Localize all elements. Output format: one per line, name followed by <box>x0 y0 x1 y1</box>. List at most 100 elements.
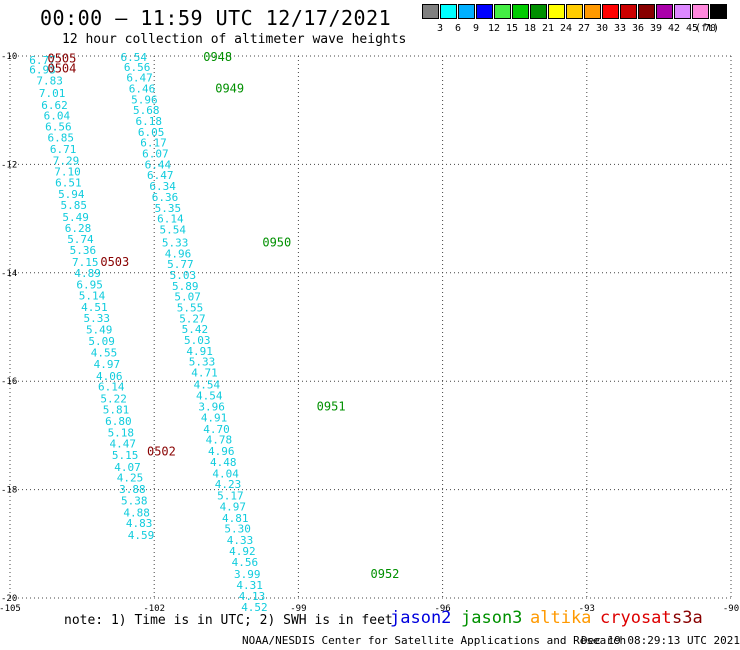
wave-height-value: 4.54 <box>194 378 221 391</box>
wave-height-value: 4.78 <box>206 434 233 447</box>
wave-height-value: 5.03 <box>184 334 211 347</box>
wave-height-value: 5.89 <box>172 280 199 293</box>
wave-height-value: 6.28 <box>65 222 92 235</box>
wave-height-value: 7.01 <box>39 87 65 100</box>
wave-height-value: 7.10 <box>54 165 80 178</box>
wave-height-value: 5.18 <box>108 427 135 440</box>
wave-height-value: 6.18 <box>135 115 162 128</box>
wave-height-value: 5.49 <box>86 324 113 337</box>
legend-swatch <box>584 4 601 19</box>
wave-height-value: 6.47 <box>126 72 153 85</box>
wave-height-value: 4.71 <box>191 367 218 380</box>
wave-height-value: 5.17 <box>217 490 244 503</box>
legend-tick-label: 33 <box>613 23 627 34</box>
legend-tick-label: 18 <box>523 23 537 34</box>
wave-height-value: 5.74 <box>67 233 94 246</box>
wave-height-value: 4.56 <box>232 556 259 569</box>
wave-height-value: 6.71 <box>50 143 77 156</box>
wave-height-value: 7.83 <box>36 74 63 87</box>
wave-height-value: 6.47 <box>147 169 174 182</box>
legend-swatch <box>674 4 691 19</box>
wave-height-value: 5.96 <box>131 93 158 106</box>
wave-height-value: 7.29 <box>53 155 80 168</box>
wave-height-value: 4.52 <box>241 601 268 612</box>
legend-swatch <box>566 4 583 19</box>
legend-swatch <box>692 4 709 19</box>
lon-tick-label: -102 <box>143 604 165 612</box>
wave-height-value: 4.04 <box>212 467 239 480</box>
wave-height-value: 4.59 <box>128 529 155 542</box>
wave-height-value: 4.47 <box>109 438 136 451</box>
legend-tick-label: 21 <box>541 23 555 34</box>
legend-swatch <box>422 4 439 19</box>
pass-time-label: 0949 <box>215 82 244 96</box>
pass-time-label: 0504 <box>47 61 76 75</box>
wave-height-value: 4.48 <box>210 456 237 469</box>
wave-height-value: 5.38 <box>121 494 148 507</box>
legend-tick-label: 42 <box>667 23 681 34</box>
wave-height-value: 5.33 <box>84 312 111 325</box>
wave-height-value: 4.33 <box>227 534 254 547</box>
page-subtitle: 12 hour collection of altimeter wave hei… <box>62 32 407 47</box>
wave-height-value: 3.96 <box>198 401 225 414</box>
lat-tick-label: -16 <box>1 377 17 387</box>
legend-tick-label: 9 <box>472 23 480 34</box>
wave-height-value: 5.27 <box>179 312 206 325</box>
page-title: 00:00 – 11:59 UTC 12/17/2021 <box>40 6 392 30</box>
legend-swatch <box>638 4 655 19</box>
wave-height-value: 5.35 <box>155 202 182 215</box>
legend-swatch <box>548 4 565 19</box>
wave-height-value: 5.68 <box>133 104 160 117</box>
legend-swatch <box>710 4 727 19</box>
wave-height-value: 6.36 <box>152 191 179 204</box>
legend-unit: (ft) <box>695 23 720 34</box>
legend-tick-label: 15 <box>505 23 519 34</box>
wave-height-value: 7.15 <box>72 256 99 269</box>
satellite-legend-jason2: jason2 <box>390 608 452 628</box>
pass-time-label: 0951 <box>317 400 346 414</box>
wave-height-value: 6.07 <box>142 148 169 161</box>
legend-swatch <box>440 4 457 19</box>
wave-height-value: 5.33 <box>189 356 216 369</box>
wave-height-value: 5.14 <box>79 290 106 303</box>
legend-tick-label: 36 <box>631 23 645 34</box>
wave-height-value: 6.56 <box>45 120 72 133</box>
legend-swatch <box>494 4 511 19</box>
satellite-legend-altika: altika <box>530 608 592 628</box>
wave-height-value: 5.85 <box>60 199 87 212</box>
legend-swatch <box>530 4 547 19</box>
wave-height-value: 5.42 <box>182 323 209 336</box>
wave-height-value: 6.54 <box>121 51 148 64</box>
lon-tick-label: -90 <box>723 604 739 612</box>
wave-height-value: 5.03 <box>170 269 197 282</box>
wave-height-value: 4.91 <box>186 345 213 358</box>
wave-height-value: 5.30 <box>224 523 251 536</box>
lat-tick-label: -12 <box>1 160 17 170</box>
wave-height-value: 6.56 <box>124 61 151 74</box>
wave-height-value: 5.49 <box>62 211 89 224</box>
wave-height-value: 5.55 <box>177 301 204 314</box>
lon-tick-label: -96 <box>434 604 450 612</box>
lon-tick-label: -105 <box>0 604 21 612</box>
wave-height-value: 6.93 <box>29 64 56 77</box>
wave-height-value: 6.80 <box>105 415 132 428</box>
pass-time-label: 0950 <box>262 235 291 249</box>
wave-height-value: 4.89 <box>74 267 101 280</box>
wave-height-value: 4.25 <box>117 472 144 485</box>
legend-tick-label: 39 <box>649 23 663 34</box>
wave-height-value: 4.97 <box>94 358 121 371</box>
wave-height-value: 6.14 <box>98 381 125 394</box>
wave-height-value: 5.33 <box>162 236 189 249</box>
pass-time-label: 0502 <box>147 445 176 459</box>
satellite-legend-jason3: jason3 <box>461 608 523 628</box>
wave-height-value: 6.05 <box>138 126 165 139</box>
wave-height-value: 4.83 <box>126 517 153 530</box>
wave-height-value: 6.34 <box>149 180 176 193</box>
lat-tick-label: -20 <box>1 594 17 604</box>
wave-height-value: 6.51 <box>55 176 81 189</box>
wave-height-value: 6.62 <box>41 99 68 112</box>
legend-tick-label: 3 <box>436 23 444 34</box>
pass-time-label: 0505 <box>47 52 76 66</box>
legend-tick-label: 70 <box>703 23 717 34</box>
lon-tick-label: -93 <box>579 604 595 612</box>
